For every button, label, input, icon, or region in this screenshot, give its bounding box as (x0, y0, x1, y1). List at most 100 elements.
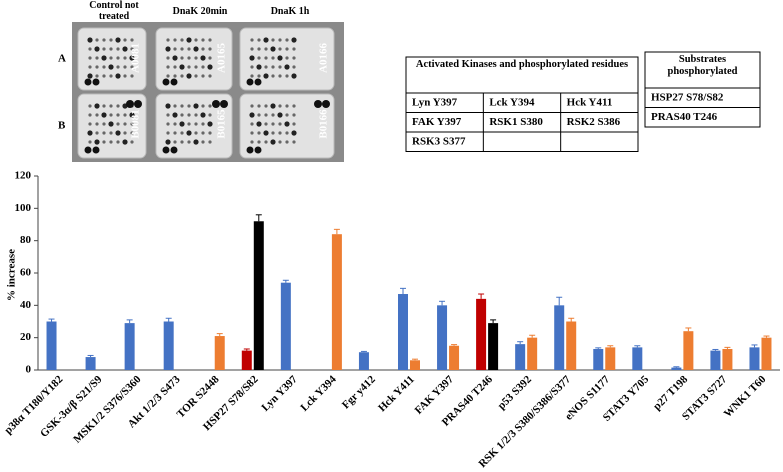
spot (88, 65, 92, 69)
spot (88, 104, 92, 108)
spot (250, 38, 254, 42)
spot (278, 74, 282, 78)
spot (271, 56, 275, 60)
spot (166, 131, 170, 135)
bar (214, 336, 225, 370)
spot (250, 74, 254, 78)
table-cell: RSK2 S386 (567, 116, 621, 128)
spot (264, 56, 268, 60)
spot (285, 131, 289, 135)
spot (130, 74, 134, 78)
membrane-label: A0081 (130, 43, 142, 73)
spot (94, 103, 100, 109)
spot (165, 139, 171, 145)
spot (166, 122, 170, 126)
bar (476, 298, 487, 370)
spot (88, 122, 92, 126)
spot (109, 104, 113, 108)
spot (257, 47, 261, 51)
spot (193, 103, 199, 109)
spot (108, 121, 114, 127)
spot (278, 140, 282, 144)
spot (180, 131, 184, 135)
spot (102, 140, 106, 144)
bar (85, 357, 96, 370)
spot (292, 47, 296, 51)
membrane-label: B0166 (318, 109, 330, 139)
y-tick-label: 40 (20, 299, 32, 311)
spot (180, 38, 184, 42)
spot (94, 139, 100, 145)
spot (92, 78, 100, 86)
y-tick-label: 60 (20, 267, 32, 279)
bar (605, 347, 616, 370)
bar (671, 367, 682, 370)
spot (270, 46, 276, 52)
spot (173, 74, 177, 78)
x-tick-label: Lck Y394 (298, 373, 339, 414)
table-cell: Lck Y394 (489, 96, 535, 108)
spot (165, 103, 171, 109)
spot (271, 122, 275, 126)
spot (207, 121, 213, 127)
spot (249, 112, 255, 118)
bar (683, 331, 694, 370)
spot (284, 121, 290, 127)
spot (194, 65, 198, 69)
spot (187, 140, 191, 144)
spot (285, 140, 289, 144)
bar (527, 337, 538, 370)
bar (632, 347, 643, 370)
spot (250, 131, 254, 135)
spot (123, 74, 127, 78)
spot (292, 113, 296, 117)
table-header: Activated Kinases and phosphorylated res… (415, 59, 629, 70)
spot (257, 131, 261, 135)
spot (278, 47, 282, 51)
y-axis-label: % increase (6, 249, 18, 301)
spot (187, 56, 191, 60)
spot (264, 113, 268, 117)
spot (257, 104, 261, 108)
spot (250, 104, 254, 108)
y-tick-label: 120 (15, 170, 32, 182)
spot (208, 74, 212, 78)
spot (162, 78, 170, 86)
spot (194, 131, 198, 135)
spot (256, 121, 262, 127)
spot (116, 65, 120, 69)
spot (130, 140, 134, 144)
spot (250, 122, 254, 126)
membrane-label: A0165 (216, 43, 228, 73)
spot (179, 121, 185, 127)
spot (109, 47, 113, 51)
spot (180, 56, 184, 60)
bar (515, 344, 526, 370)
spot (95, 131, 99, 135)
spot (201, 122, 205, 126)
spot (208, 131, 212, 135)
spot (123, 131, 127, 135)
spot (109, 140, 113, 144)
table-border (644, 51, 761, 128)
spot (263, 37, 269, 43)
spot (291, 37, 297, 43)
spot (285, 74, 289, 78)
table-header-box: Activated Kinases and phosphorylated res… (415, 59, 629, 70)
x-tick-label: Lyn Y397 (259, 373, 300, 414)
spot (109, 74, 113, 78)
spot (122, 46, 128, 52)
spot (95, 113, 99, 117)
spot (130, 38, 134, 42)
spot (292, 65, 296, 69)
spot (130, 122, 134, 126)
bar (593, 348, 604, 370)
spot (277, 55, 283, 61)
spot (87, 73, 93, 79)
spot (102, 38, 106, 42)
spot (254, 146, 262, 154)
spot (285, 56, 289, 60)
bar (761, 337, 772, 370)
spot (123, 65, 127, 69)
